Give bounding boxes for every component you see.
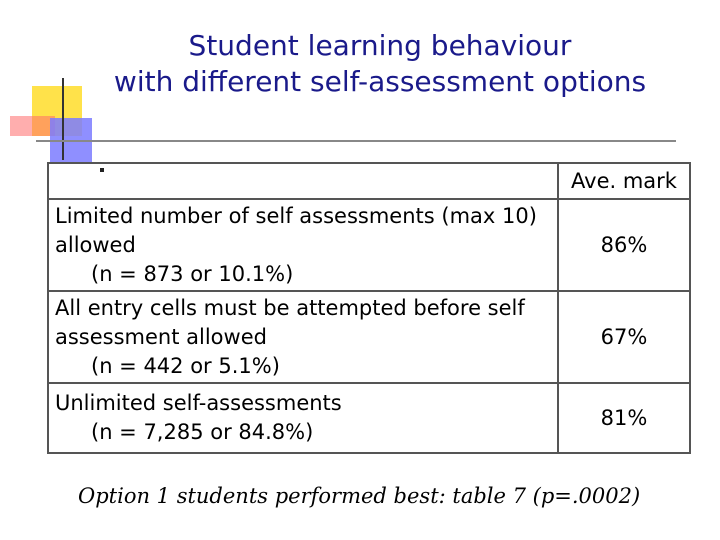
footnote: Option 1 students performed best: table … xyxy=(78,484,641,508)
option-text-cont: allowed xyxy=(55,232,136,257)
option-count: (n = 442 or 5.1%) xyxy=(91,353,280,378)
decor-vertical-line xyxy=(62,78,64,160)
slide-title: Student learning behaviour with differen… xyxy=(0,28,720,100)
option-text: Limited number of self assessments (max … xyxy=(55,203,537,228)
option-cell: Unlimited self-assessments (n = 7,285 or… xyxy=(47,382,559,454)
header-ave-mark: Ave. mark xyxy=(557,162,691,200)
title-divider xyxy=(36,140,676,142)
mark-cell: 67% xyxy=(557,290,691,384)
option-cell: Limited number of self assessments (max … xyxy=(47,198,559,292)
results-table: Ave. mark Limited number of self assessm… xyxy=(47,162,691,454)
option-text: Unlimited self-assessments xyxy=(55,391,342,415)
decor-red-square xyxy=(10,116,55,136)
table-row: Unlimited self-assessments (n = 7,285 or… xyxy=(47,382,691,454)
option-count: (n = 7,285 or 84.8%) xyxy=(91,420,314,444)
option-text: All entry cells must be attempted before… xyxy=(55,295,525,320)
option-count: (n = 873 or 10.1%) xyxy=(91,261,294,286)
table-row: All entry cells must be attempted before… xyxy=(47,290,691,384)
title-line-1: Student learning behaviour xyxy=(188,29,572,62)
mark-cell: 86% xyxy=(557,198,691,292)
option-cell: All entry cells must be attempted before… xyxy=(47,290,559,384)
option-text-cont: assessment allowed xyxy=(55,324,267,349)
table-header-row: Ave. mark xyxy=(47,162,691,200)
mark-cell: 81% xyxy=(557,382,691,454)
title-line-2: with different self-assessment options xyxy=(113,65,647,98)
table-row: Limited number of self assessments (max … xyxy=(47,198,691,292)
header-left-cell xyxy=(47,162,559,200)
